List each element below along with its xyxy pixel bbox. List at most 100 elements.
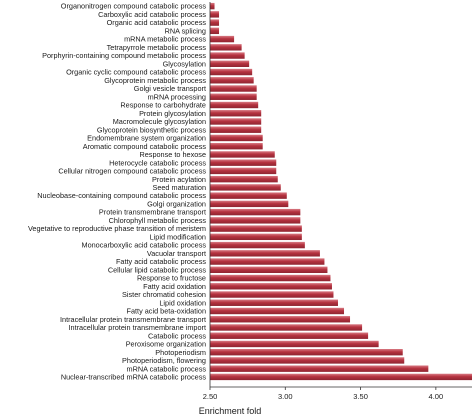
category-label: Golgi vesicle transport: [134, 84, 206, 93]
bar: [210, 365, 429, 372]
bar: [210, 241, 305, 249]
bar: [210, 85, 257, 92]
category-label: Golgi organization: [147, 199, 206, 208]
bar: [210, 2, 215, 10]
bar: [210, 134, 263, 142]
category-label: Response to hexose: [139, 150, 206, 159]
bar: [210, 283, 332, 290]
bar: [210, 258, 325, 265]
bar: [210, 291, 334, 298]
bar: [210, 35, 235, 43]
bar: [210, 27, 220, 35]
category-label: Response to fructose: [137, 274, 206, 283]
bar: [210, 324, 363, 331]
category-label: Macromolecule glycosylation: [113, 117, 206, 126]
category-label: Organic acid catabolic process: [107, 18, 207, 27]
bar: [210, 118, 262, 125]
x-tick-label: 2.50: [203, 392, 218, 401]
bar: [210, 184, 281, 191]
bar: [210, 349, 403, 356]
category-label: mRNA processing: [148, 92, 206, 101]
bar: [210, 340, 379, 348]
category-label: Chlorophyll metabolic process: [109, 216, 207, 225]
bar: [210, 77, 254, 84]
bar: [210, 68, 253, 76]
category-label: Aromatic compound catabolic process: [83, 142, 207, 151]
bar: [210, 11, 220, 18]
x-tick-label: 3.50: [353, 392, 368, 401]
bars-layer: [210, 2, 472, 381]
category-label: Glycosylation: [163, 59, 206, 68]
bar: [210, 274, 331, 282]
category-label: Nuclear-transcribed mRNA catabolic proce…: [61, 373, 207, 382]
category-label: Fatty acid beta-oxidation: [127, 307, 207, 316]
category-label: Sister chromatid cohesion: [122, 290, 206, 299]
bar: [210, 357, 405, 364]
bar: [210, 151, 275, 158]
bar: [210, 250, 320, 257]
bar: [210, 192, 287, 199]
category-labels: Organonitrogen compound catabolic proces…: [28, 2, 206, 382]
bar: [210, 316, 351, 323]
x-axis: 2.50 3.00 3.50 4.00: [203, 2, 472, 401]
bar: [210, 332, 369, 339]
x-tick-label: 4.00: [429, 392, 444, 401]
category-label: Glycoprotein metabolic process: [104, 76, 206, 85]
bar: [210, 217, 301, 224]
bar: [210, 225, 302, 232]
bar: [210, 52, 245, 59]
category-label: Cellular nitrogen compound catabolic pro…: [58, 167, 206, 176]
category-label: Vacuolar transport: [147, 249, 206, 258]
category-label: Response to carbohydrate: [120, 101, 206, 110]
category-label: Photoperiodism, flowering: [122, 356, 206, 365]
category-label: Cellular lipid catabolic process: [108, 265, 206, 274]
bar: [210, 44, 242, 51]
category-label: Protein acylation: [152, 175, 206, 184]
bar: [210, 60, 250, 67]
category-label: Intracellular protein transmembrane impo…: [69, 323, 206, 332]
category-label: Lipid oxidation: [159, 298, 206, 307]
bar: [210, 299, 338, 306]
bar: [210, 373, 472, 381]
category-label: Tetrapyrrole metabolic process: [107, 43, 207, 52]
x-tick-label: 3.00: [278, 392, 293, 401]
category-label: mRNA metabolic process: [124, 35, 206, 44]
category-label: Peroxisome organization: [126, 340, 206, 349]
bar: [210, 233, 302, 241]
category-label: Lipid modification: [150, 232, 206, 241]
category-label: Protein glycosylation: [139, 109, 206, 118]
category-label: Nucleobase-containing compound catabolic…: [37, 191, 206, 200]
category-label: Seed maturation: [152, 183, 206, 192]
bar: [210, 159, 277, 166]
bar: [210, 19, 220, 26]
bar: [210, 101, 259, 109]
category-label: Monocarboxylic acid catabolic process: [81, 241, 206, 250]
bar: [210, 93, 257, 100]
category-label: mRNA catabolic process: [127, 364, 207, 373]
category-label: Glycoprotein biosynthetic process: [97, 125, 206, 134]
bar: [210, 200, 289, 208]
category-label: Heterocycle catabolic process: [109, 158, 206, 167]
category-label: Endomembrane system organization: [87, 134, 206, 143]
bar: [210, 307, 345, 315]
category-label: Carboxylic acid catabolic process: [98, 10, 206, 19]
category-label: RNA splicing: [165, 26, 206, 35]
category-label: Fatty acid catabolic process: [116, 257, 206, 266]
category-label: Organonitrogen compound catabolic proces…: [61, 2, 207, 11]
category-label: Porphyrin-containing compound metabolic …: [42, 51, 206, 60]
category-label: Vegetative to reproductive phase transit…: [28, 224, 206, 233]
bar: [210, 167, 277, 175]
bar: [210, 126, 262, 133]
category-label: Intracellular protein transmembrane tran…: [60, 315, 206, 324]
bar: [210, 208, 301, 216]
category-label: Catabolic process: [148, 331, 206, 340]
bar: [210, 110, 262, 117]
category-label: Fatty acid oxidation: [143, 282, 206, 291]
category-label: Photoperiodism: [155, 348, 206, 357]
bar: [210, 175, 278, 183]
bar: [210, 143, 263, 150]
category-label: Protein transmembrane transport: [99, 208, 206, 217]
bar: [210, 266, 328, 273]
x-axis-title: Enrichment fold: [199, 406, 262, 416]
